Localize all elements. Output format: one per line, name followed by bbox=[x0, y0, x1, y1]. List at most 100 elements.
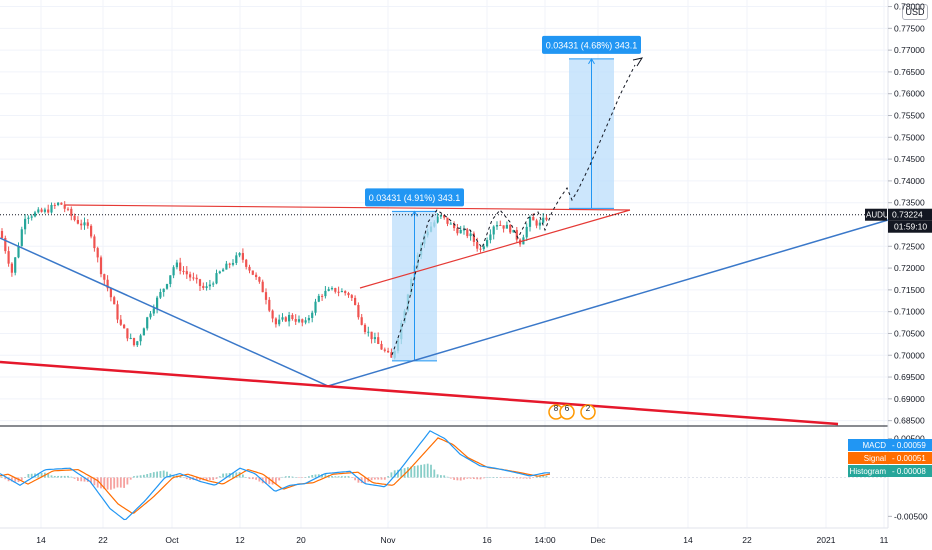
candle-body bbox=[291, 314, 294, 319]
candle-body bbox=[284, 317, 287, 322]
candle-body bbox=[103, 274, 106, 280]
trendline-rising-support bbox=[359, 209, 631, 289]
candle bbox=[10, 262, 13, 277]
last-price-tag: AUDU- 0.73224 01:59:10 bbox=[865, 208, 932, 233]
candle bbox=[113, 295, 116, 305]
candle-body bbox=[215, 273, 218, 284]
grid bbox=[0, 0, 889, 529]
candle-body bbox=[129, 337, 132, 339]
candle-body bbox=[30, 216, 33, 218]
candle bbox=[162, 288, 165, 297]
candle-body bbox=[47, 209, 50, 213]
histogram-bar bbox=[522, 477, 525, 479]
histogram-bar bbox=[73, 477, 76, 479]
candle-body bbox=[10, 263, 13, 273]
histogram-bar bbox=[364, 477, 366, 484]
histogram-bar bbox=[350, 477, 353, 478]
histogram-bar bbox=[57, 475, 59, 478]
currency-button[interactable]: USD bbox=[902, 4, 928, 20]
histogram-bar bbox=[232, 472, 234, 478]
histogram-bar bbox=[446, 476, 449, 478]
histogram-bar bbox=[63, 475, 66, 478]
candle-body bbox=[472, 233, 475, 242]
symbol-tag: AUDU- bbox=[866, 211, 892, 220]
candle-body bbox=[297, 319, 301, 322]
candle bbox=[57, 202, 60, 207]
price-tick-label: 0.69500 bbox=[894, 372, 925, 382]
histogram-bar bbox=[430, 464, 432, 478]
event-marker-circle bbox=[580, 404, 596, 420]
histogram-bar bbox=[209, 477, 211, 480]
price-tick-label: 0.74500 bbox=[894, 154, 925, 164]
candle bbox=[545, 214, 548, 222]
candle bbox=[297, 315, 301, 324]
candle-body bbox=[7, 251, 10, 264]
candle-body bbox=[363, 324, 367, 332]
candle-body bbox=[499, 224, 502, 226]
candle bbox=[301, 318, 304, 327]
candle-body bbox=[169, 275, 172, 285]
candle-body bbox=[222, 269, 225, 272]
event-marker-label: 2 bbox=[586, 404, 591, 413]
price-tick-label: 0.68500 bbox=[894, 416, 925, 426]
candle bbox=[363, 323, 367, 335]
candle bbox=[383, 347, 386, 353]
legend-value: - 0.00059 bbox=[892, 441, 926, 450]
histogram-bar bbox=[443, 475, 446, 478]
candle-body bbox=[248, 266, 251, 271]
candle bbox=[93, 234, 96, 252]
histogram-bar bbox=[20, 477, 23, 481]
macd-line bbox=[0, 430, 550, 521]
histogram-bar bbox=[116, 477, 119, 488]
price-tick-label: 0.77500 bbox=[894, 23, 925, 33]
candle bbox=[50, 202, 53, 214]
candle bbox=[165, 283, 169, 290]
macd-legend-histogram: Histogram - 0.00008 bbox=[848, 465, 932, 477]
histogram-bar bbox=[281, 476, 284, 478]
candle bbox=[347, 291, 350, 298]
time-tick-label: 14:00 bbox=[534, 535, 556, 545]
candle bbox=[132, 337, 136, 347]
histogram-bar bbox=[449, 477, 452, 479]
candle bbox=[189, 271, 192, 282]
candle bbox=[486, 237, 489, 248]
histogram-bar bbox=[489, 477, 492, 478]
candle bbox=[354, 295, 357, 306]
candle bbox=[535, 218, 538, 229]
legend-value-bg bbox=[888, 452, 932, 464]
histogram-bar bbox=[225, 473, 228, 478]
candle bbox=[304, 317, 307, 325]
candle-body bbox=[33, 212, 37, 217]
candle bbox=[291, 313, 294, 321]
histogram-bar bbox=[440, 475, 442, 478]
candle-body bbox=[387, 350, 390, 353]
candle bbox=[40, 207, 43, 213]
candle bbox=[182, 266, 185, 275]
candle-body bbox=[4, 237, 7, 252]
candle-body bbox=[93, 236, 96, 249]
legend-name-bg bbox=[848, 439, 888, 451]
candle bbox=[281, 313, 284, 322]
candle bbox=[357, 302, 360, 320]
candle bbox=[109, 287, 112, 302]
candle bbox=[251, 270, 254, 276]
histogram-bar bbox=[539, 475, 541, 478]
histogram-bar bbox=[529, 477, 531, 479]
histogram-bar bbox=[403, 468, 406, 478]
time-tick-label: 16 bbox=[482, 535, 492, 545]
time-tick-label: 22 bbox=[98, 535, 108, 545]
candle-body bbox=[20, 229, 23, 246]
candle bbox=[66, 207, 70, 212]
candle bbox=[255, 272, 258, 280]
macd-legend-signal: Signal - 0.00051 bbox=[848, 452, 932, 464]
candle-body bbox=[83, 222, 86, 226]
histogram-bar bbox=[545, 475, 548, 478]
candle-body bbox=[139, 335, 142, 342]
histogram-bar bbox=[103, 477, 106, 489]
histogram-bar bbox=[509, 477, 512, 478]
candle bbox=[288, 311, 291, 327]
histogram-bar bbox=[502, 477, 505, 478]
candle bbox=[86, 219, 89, 229]
histogram-bar bbox=[7, 477, 10, 482]
